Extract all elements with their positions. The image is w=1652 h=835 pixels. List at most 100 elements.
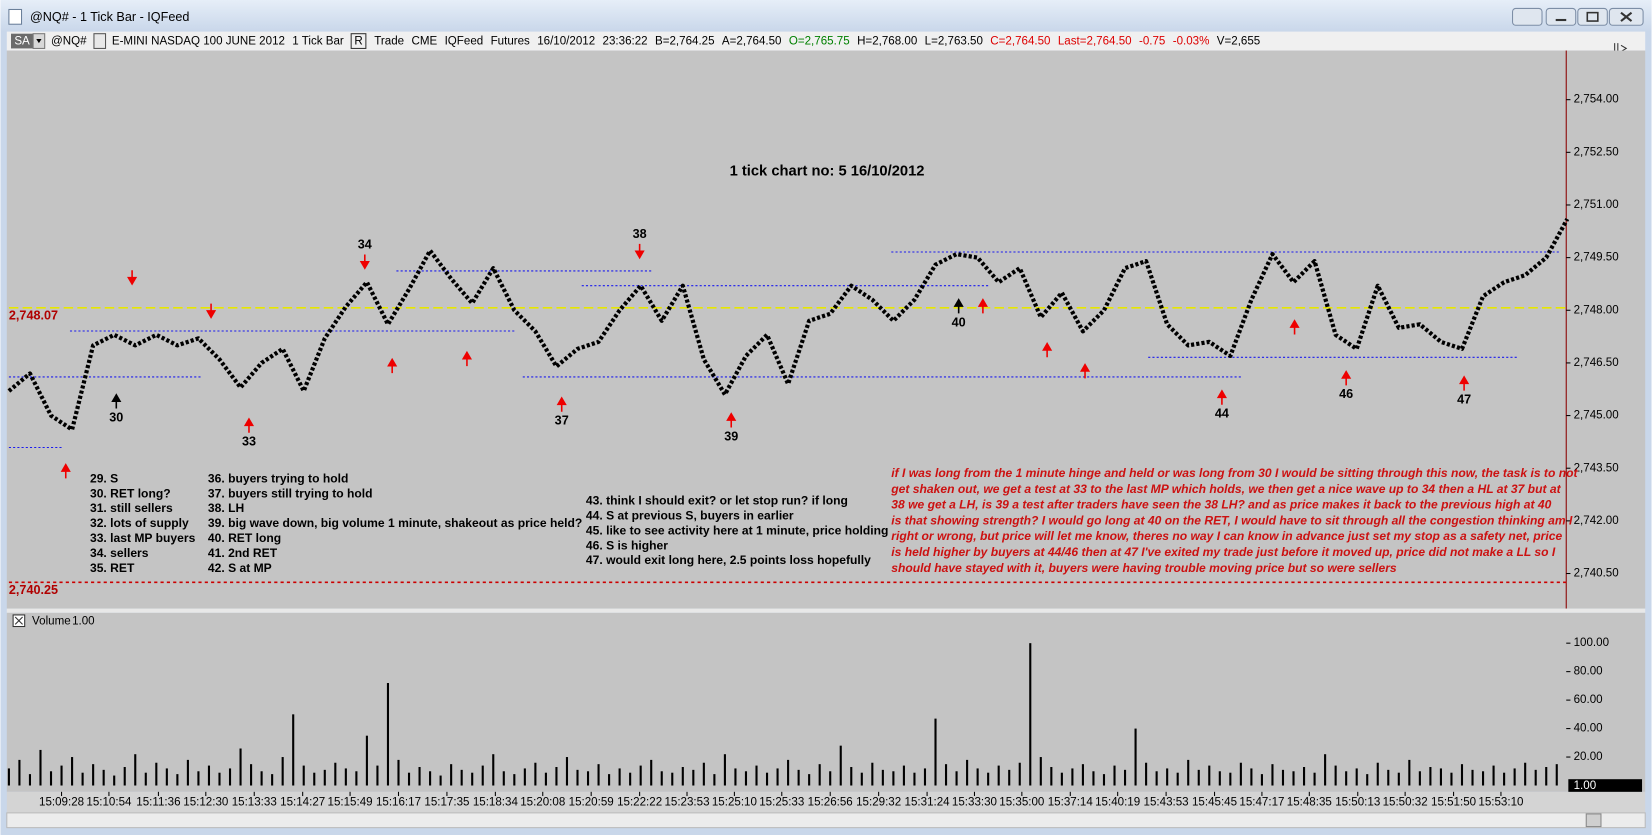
volume-bar <box>1260 774 1263 786</box>
volume-bar <box>60 765 63 786</box>
volume-bar <box>1281 769 1285 786</box>
toolbar-item-box <box>350 33 367 49</box>
volume-bar <box>1503 772 1506 786</box>
annotation-label: 34 <box>358 237 372 251</box>
volume-bar <box>471 772 474 786</box>
arrow <box>127 270 138 286</box>
toolbar-item: 1 Tick Bar <box>292 36 344 48</box>
arrow <box>1216 389 1227 405</box>
panel-splitter <box>6 608 1646 613</box>
minimize-button[interactable] <box>1545 7 1577 26</box>
volume-bar <box>1229 772 1232 786</box>
y-tick-label: 2,743.50 <box>1574 462 1619 474</box>
x-tick-label: 15:50:32 <box>1383 796 1428 808</box>
volume-bar <box>292 714 295 786</box>
volume-bar <box>92 764 95 786</box>
volume-bar <box>28 774 32 786</box>
volume-bar <box>207 765 211 786</box>
volume-bar <box>576 769 579 786</box>
volume-bar <box>102 769 105 786</box>
volume-bar <box>1102 774 1106 786</box>
arrow <box>556 396 567 412</box>
volume-bar <box>39 749 42 786</box>
toolbar-item: Futures <box>491 36 530 48</box>
x-tick-label: 15:18:34 <box>473 796 519 808</box>
volume-bar <box>18 759 21 786</box>
y-tick-label: 2,745.00 <box>1574 410 1619 422</box>
volume-bar <box>1071 768 1074 786</box>
app-icon <box>8 8 23 25</box>
restore-layout-button[interactable] <box>1512 7 1543 26</box>
volume-bar <box>787 759 790 786</box>
note-line: 44. S at previous S, buyers in earlier <box>586 508 794 522</box>
volume-bar <box>1166 768 1169 786</box>
x-tick-label: 15:37:14 <box>1048 796 1094 808</box>
volume-bar <box>671 772 674 786</box>
x-tick-label: 15:15:49 <box>328 796 373 808</box>
x-tick-label: 15:31:24 <box>905 796 951 808</box>
volume-bar <box>1250 768 1253 786</box>
maximize-button[interactable] <box>1577 7 1608 26</box>
volume-bar <box>407 772 411 786</box>
note-line: 35. RET <box>90 561 135 575</box>
volume-bar <box>1113 765 1116 786</box>
note-line: 33. last MP buyers <box>90 531 196 545</box>
sa-button[interactable] <box>11 33 34 49</box>
volume-bar <box>1450 772 1453 786</box>
volume-bar <box>913 772 916 786</box>
volume-bar <box>334 762 337 786</box>
volume-bar <box>81 772 84 786</box>
horizontal-scrollbar[interactable] <box>6 812 1646 829</box>
arrow <box>243 417 255 433</box>
x-tick-label: 15:48:35 <box>1287 796 1332 808</box>
volume-bar <box>976 768 979 786</box>
arrow <box>387 357 398 374</box>
volume-bar <box>765 772 769 786</box>
volume-bar <box>429 771 432 786</box>
volume-bar <box>376 765 379 786</box>
volume-bar <box>1555 764 1558 786</box>
maximize-glyph <box>1586 11 1599 22</box>
volume-bar <box>1460 764 1464 786</box>
x-tick-label: 15:26:56 <box>808 796 853 808</box>
commentary-line: is that showing strength? I would go lon… <box>891 513 1573 527</box>
arrow <box>60 463 71 479</box>
volume-bar <box>365 735 368 786</box>
volume-bar <box>871 762 874 786</box>
volume-bar <box>776 768 779 786</box>
volume-bar <box>502 771 505 786</box>
volume-bar <box>597 764 600 786</box>
annotation-label: 33 <box>242 435 256 449</box>
x-tick-label: 15:17:35 <box>424 796 469 808</box>
note-line: 31. still sellers <box>90 501 173 515</box>
volume-bar <box>1545 767 1548 786</box>
volume-bar <box>629 772 632 786</box>
toolbar-item: @NQ# <box>51 36 87 48</box>
volume-bar <box>1524 762 1527 786</box>
toolbar-item: -0.75 <box>1139 36 1165 48</box>
note-line: 29. S <box>90 471 118 485</box>
volume-bar <box>1092 771 1095 786</box>
x-tick-label: 15:50:13 <box>1335 796 1380 808</box>
volume-bar <box>1439 768 1442 786</box>
volume-bar <box>923 768 927 786</box>
scrollbar-thumb[interactable] <box>1585 813 1602 828</box>
y-tick-label: 2,740.50 <box>1574 568 1619 580</box>
volume-bar <box>1239 762 1242 786</box>
volume-bar <box>586 771 590 786</box>
y-tick-label: 2,749.50 <box>1574 252 1619 264</box>
volume-bar <box>534 762 537 786</box>
close-glyph <box>1620 11 1633 22</box>
note-line: 43. think I should exit? or let stop run… <box>586 493 848 507</box>
chart-layer: 2,740.50 2,742.00 2,743.50 2,745.00 2,746.50… <box>7 94 1643 808</box>
volume-bar <box>1408 759 1411 786</box>
volume-bar <box>386 683 390 786</box>
volume-bar <box>113 775 116 786</box>
dropdown-glyph <box>36 38 42 44</box>
note-line: 37. buyers still trying to hold <box>208 486 373 500</box>
x-tick-label: 15:43:53 <box>1144 796 1189 808</box>
annotation-label: 44 <box>1215 407 1229 421</box>
volume-bar <box>829 771 832 786</box>
volume-bar <box>1018 762 1021 786</box>
